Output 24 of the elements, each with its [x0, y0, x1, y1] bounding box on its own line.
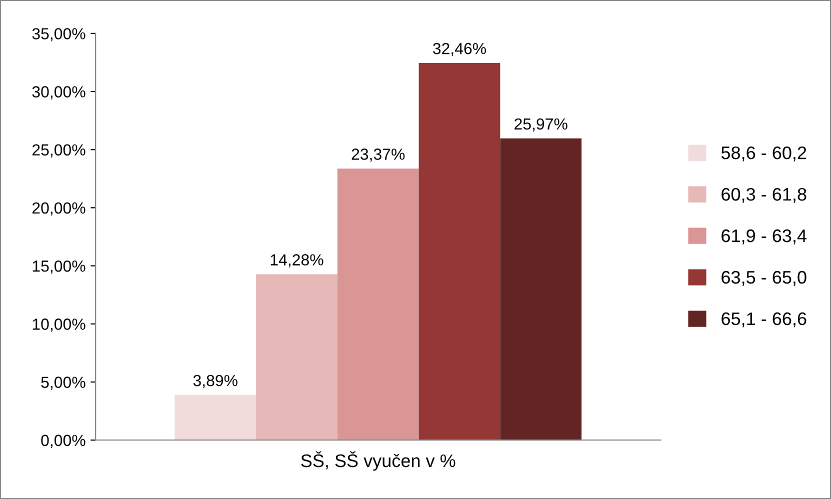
data-label: 23,37% [352, 148, 405, 162]
legend-label: 58,6 - 60,2 [721, 146, 806, 162]
legend-label: 63,5 - 65,0 [722, 270, 806, 286]
bar [256, 274, 338, 440]
y-tick-label: 15,00% [32, 260, 86, 274]
data-label: 25,97% [514, 118, 568, 132]
data-label: 32,46% [433, 42, 486, 56]
data-label: 3,89% [193, 374, 238, 388]
y-tick-label: 5,00% [41, 376, 86, 390]
y-tick-label: 0,00% [41, 434, 86, 448]
bar [418, 62, 500, 440]
y-tick-label: 35,00% [32, 28, 86, 42]
legend-label: 61,9 - 63,4 [722, 229, 806, 244]
bar [337, 168, 419, 440]
data-label: 14,28% [270, 254, 324, 268]
y-tick-label: 30,00% [32, 86, 86, 100]
bar [174, 394, 256, 440]
x-tick-label: SŠ, SŠ vyučen v % [301, 451, 456, 471]
y-tick-label: 10,00% [32, 318, 86, 332]
y-tick-label: 20,00% [32, 202, 86, 216]
y-tick-label: 25,00% [32, 144, 86, 158]
legend-label: 65,1 - 66,6 [722, 312, 806, 328]
bar [500, 138, 582, 440]
legend-label: 60,3 - 61,8 [722, 188, 806, 203]
